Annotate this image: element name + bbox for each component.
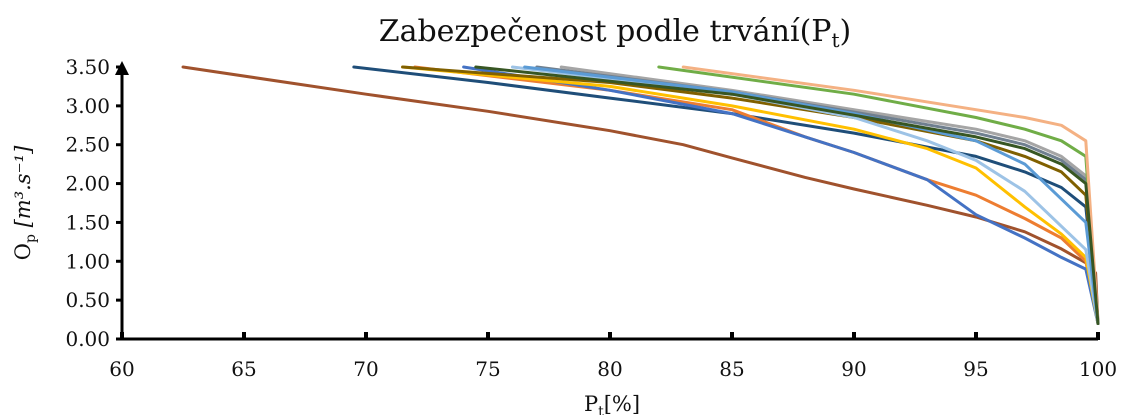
x-tick-label: 65 bbox=[231, 357, 256, 381]
series-line-5 bbox=[401, 65, 1100, 325]
series-line-3 bbox=[413, 65, 1100, 325]
x-tick-label: 70 bbox=[353, 357, 378, 381]
series-line-6 bbox=[401, 65, 1100, 325]
y-tick-label: 0.00 bbox=[65, 327, 110, 351]
x-axis-label: Pt[%] bbox=[584, 392, 640, 415]
x-tick-label: 75 bbox=[475, 357, 500, 381]
series-line-4 bbox=[462, 65, 1100, 325]
y-axis-label: Op [m³.s⁻¹] bbox=[11, 145, 39, 260]
x-tick-label: 85 bbox=[719, 357, 744, 381]
series-line-9 bbox=[535, 65, 1100, 325]
y-tick-label: 1.00 bbox=[65, 249, 110, 273]
y-tick-label: 2.00 bbox=[65, 172, 110, 196]
x-tick-label: 95 bbox=[963, 357, 988, 381]
y-tick-label: 3.50 bbox=[65, 55, 110, 79]
y-tick-label: 3.00 bbox=[65, 94, 110, 118]
series-line-12 bbox=[523, 65, 1100, 325]
x-tick-label: 60 bbox=[109, 357, 134, 381]
series-layer bbox=[181, 65, 1100, 325]
x-tick-label: 90 bbox=[841, 357, 866, 381]
x-tick-label: 80 bbox=[597, 357, 622, 381]
x-tick-label: 100 bbox=[1079, 357, 1117, 381]
chart-title: Zabezpečenost podle trvání(Pt) bbox=[379, 14, 852, 52]
y-tick-label: 1.50 bbox=[65, 210, 110, 234]
series-line-13 bbox=[474, 65, 1100, 325]
y-tick-label: 0.50 bbox=[65, 288, 110, 312]
y-tick-label: 2.50 bbox=[65, 133, 110, 157]
series-line-1 bbox=[181, 65, 1100, 325]
x-tick-labels: 60 65 70 75 80 85 90 95 100 bbox=[109, 332, 1117, 381]
axes-layer bbox=[115, 61, 1098, 341]
y-tick-labels: 0.00 0.50 1.00 1.50 2.00 2.50 3.00 3.50 bbox=[65, 55, 122, 351]
series-line-11 bbox=[681, 65, 1100, 325]
plot-area: 0.00 0.50 1.00 1.50 2.00 2.50 3.00 3.50 60 65 70 7… bbox=[65, 55, 1117, 381]
series-line-8 bbox=[559, 65, 1100, 325]
